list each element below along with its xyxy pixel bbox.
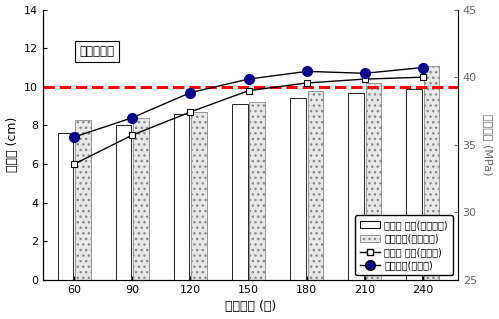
Bar (250, 102, 265, 280)
Text: 설계슬럼프: 설계슬럼프 (79, 45, 114, 58)
Y-axis label: 슬럼프 (cm): 슬럼프 (cm) (5, 117, 18, 173)
Bar (307, 91, 323, 280)
Bar (407, 89, 422, 280)
Bar (366, 83, 381, 280)
Bar (424, 66, 440, 280)
Y-axis label: 압축강도 (MPa): 압축강도 (MPa) (484, 114, 494, 175)
Bar (290, 99, 306, 280)
Bar (232, 104, 248, 280)
Bar (348, 93, 364, 280)
Bar (133, 118, 149, 280)
X-axis label: 믹싵시간 (초): 믹싵시간 (초) (225, 300, 276, 314)
Bar (116, 125, 131, 280)
Bar (75, 120, 91, 280)
Bar (174, 114, 190, 280)
Bar (57, 133, 73, 280)
Bar (191, 112, 207, 280)
Legend: 강제식 믹서(압축강도), 옴니믹서(압축강도), 강제식 믹서(슬럼프), 옴니믹서(슬럼프): 강제식 믹서(압축강도), 옴니믹서(압축강도), 강제식 믹서(슬럼프), 옴… (355, 215, 453, 275)
